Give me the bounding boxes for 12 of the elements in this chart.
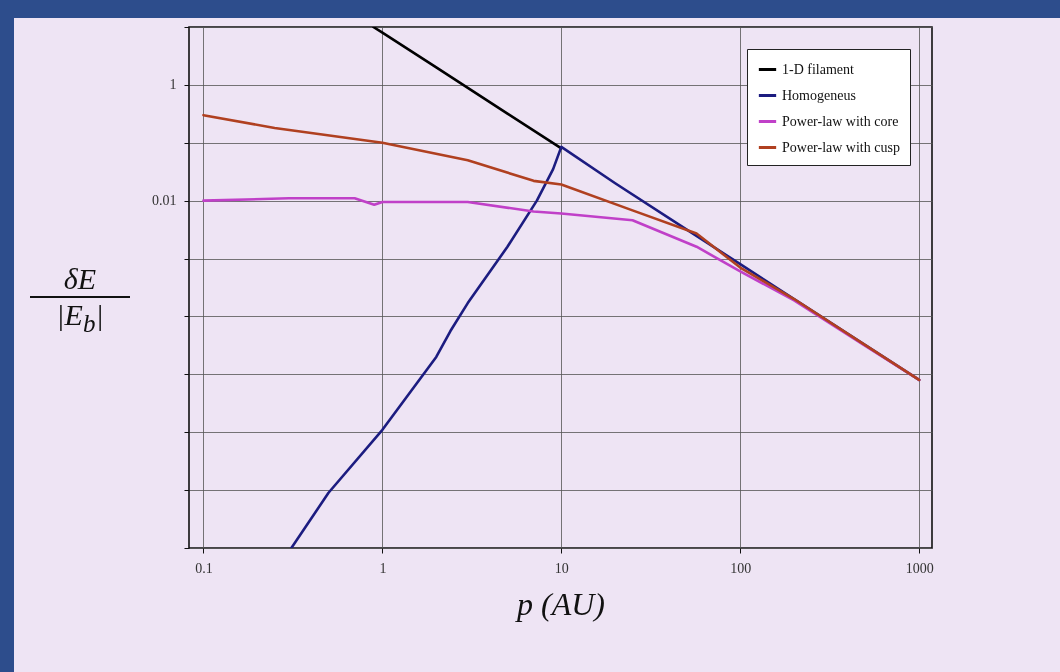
x-tick-label: 0.1 [195,560,213,576]
x-tick-label: 100 [730,560,752,576]
legend-label: Power-law with cusp [782,139,900,155]
y-axis-title: δE |E$_{b}$| [55,262,105,338]
x-tick-label: 1 [379,560,387,576]
x-axis-title: p (AU) [515,585,605,622]
x-tick-label: 10 [554,560,569,576]
legend-label: Homogeneus [782,87,856,103]
x-tick-label: 1000 [905,560,934,576]
legend-label: 1-D filament [782,61,855,77]
y-tick-label: 0.01 [152,193,177,209]
legend-label: Power-law with core [782,113,899,129]
